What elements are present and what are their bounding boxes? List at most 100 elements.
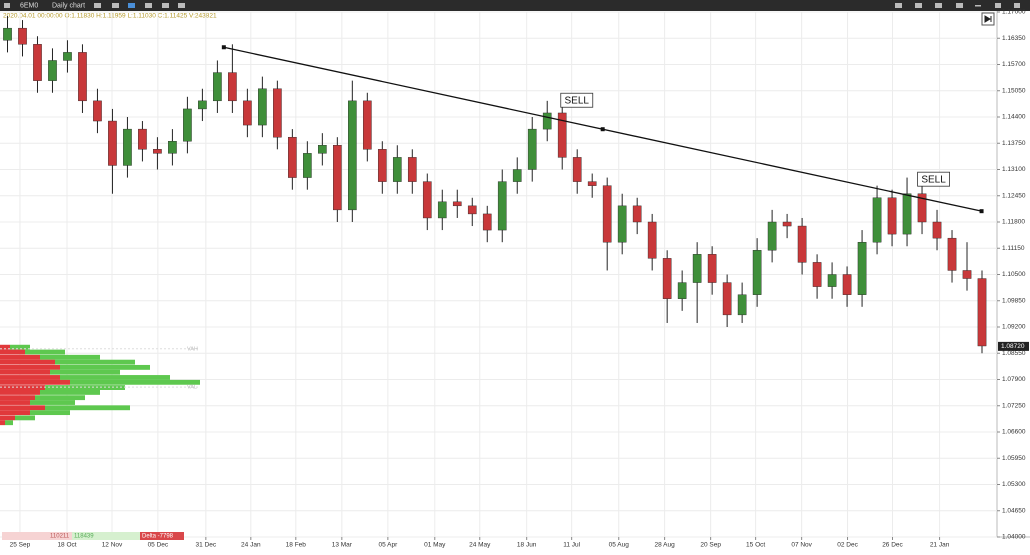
x-tick-label: 21 Jan: [930, 542, 950, 549]
profile-sell: [0, 369, 50, 375]
candle-body: [617, 205, 627, 243]
profile-buy: [10, 344, 30, 350]
val-label: VAL: [187, 385, 197, 391]
candle-body: [722, 282, 732, 316]
candle-body: [123, 128, 132, 166]
volume-profile: VAH VAL: [0, 344, 200, 426]
x-tick-label: 05 Aug: [609, 542, 630, 549]
candle-body: [437, 201, 447, 219]
minimize[interactable]: [975, 5, 981, 7]
candle-body: [947, 237, 957, 271]
y-tick-label: 1.17000: [1002, 9, 1026, 16]
icon[interactable]: [145, 3, 152, 8]
footer-buy-box: [2, 532, 72, 540]
profile-sell: [0, 385, 45, 390]
symbol[interactable]: 6EM0: [20, 2, 38, 9]
y-tick-label: 1.05950: [1002, 455, 1026, 462]
ohlc-info: 2020.04.01 00:00:00 O:1.11830 H:1.11959 …: [3, 13, 217, 20]
profile-sell: [0, 405, 45, 411]
scroll-end-icon: [984, 15, 992, 23]
x-tick-label: 26 Dec: [882, 542, 903, 549]
y-tick-label: 1.15050: [1002, 87, 1026, 94]
candle-body: [587, 181, 597, 186]
x-tick-label: 01 May: [424, 542, 446, 549]
y-tick-label: 1.06600: [1002, 429, 1026, 436]
y-tick-label: 1.10500: [1002, 271, 1026, 278]
candle-body: [512, 169, 522, 182]
candle-body: [977, 278, 987, 347]
y-tick-label: 1.09200: [1002, 324, 1026, 331]
x-tick-label: 13 Mar: [332, 542, 353, 549]
profile-buy: [30, 410, 70, 416]
annotation-label: SELL: [921, 174, 946, 185]
candle-body: [33, 44, 42, 81]
y-tick-label: 1.09850: [1002, 297, 1026, 304]
candle-body: [932, 221, 942, 239]
plot: SELL SELL: [3, 16, 987, 354]
y-tick-label: 1.07900: [1002, 376, 1026, 383]
icon[interactable]: [128, 3, 135, 8]
y-tick-label: 1.13100: [1002, 166, 1026, 173]
profile-buy: [60, 375, 170, 380]
candle-body: [18, 27, 27, 45]
x-tick-label: 05 Apr: [378, 542, 398, 549]
footer-delta: Delta -7798: [142, 534, 174, 540]
y-tick-label: 1.16350: [1002, 35, 1026, 42]
footer-sell: 118439: [74, 534, 94, 540]
candle-body: [827, 274, 837, 287]
icon[interactable]: [935, 3, 942, 8]
candle-body: [198, 100, 207, 110]
candle-body: [138, 128, 147, 150]
candle-body: [348, 100, 357, 211]
footer-sell-box: [72, 532, 140, 540]
profile-sell: [0, 379, 70, 385]
x-tick-label: 18 Oct: [57, 542, 76, 549]
icon[interactable]: [956, 3, 963, 8]
annotation-label: SELL: [565, 95, 590, 106]
annotation-box: [917, 171, 950, 187]
icon[interactable]: [915, 3, 922, 8]
candle-body: [183, 108, 192, 142]
annotation-box: [560, 92, 594, 108]
profile-sell: [0, 415, 15, 421]
candle-body: [48, 60, 57, 81]
icon[interactable]: [112, 3, 119, 8]
timeframe[interactable]: Daily chart: [52, 2, 85, 9]
profile-buy: [40, 390, 100, 395]
candle-body: [497, 181, 507, 231]
candle-body: [108, 120, 117, 166]
candle-body: [482, 213, 492, 231]
profile-buy: [30, 400, 75, 405]
y-tick-label: 1.11150: [1002, 245, 1025, 252]
y-tick-label: 1.13750: [1002, 140, 1026, 147]
menu-icon[interactable]: [4, 3, 10, 8]
y-tick-label: 1.15700: [1002, 61, 1026, 68]
icon[interactable]: [162, 3, 169, 8]
profile-buy: [70, 379, 200, 385]
icon[interactable]: [895, 3, 902, 8]
candle-body: [767, 221, 777, 251]
profile-sell: [0, 420, 5, 426]
maximize[interactable]: [995, 3, 1001, 8]
x-tick-label: 20 Sep: [700, 542, 721, 549]
x-tick-label: 18 Jun: [517, 542, 537, 549]
icon[interactable]: [94, 3, 101, 8]
candle-body: [842, 274, 852, 295]
candle-body: [647, 221, 657, 259]
candle-body: [632, 205, 642, 223]
x-tick-label: 28 Aug: [654, 542, 675, 549]
profile-sell: [0, 364, 60, 370]
profile-buy: [35, 395, 85, 401]
y-tick-label: 1.05300: [1002, 481, 1026, 488]
candle-body: [422, 181, 432, 219]
profile-buy: [40, 354, 100, 360]
close[interactable]: [1014, 3, 1020, 8]
icon[interactable]: [178, 3, 185, 8]
candle-body: [572, 157, 582, 182]
profile-buy: [50, 369, 120, 375]
candle-body: [3, 27, 12, 41]
toolbar-icons: [4, 3, 1020, 8]
profile-sell: [0, 395, 35, 401]
candle-body: [542, 112, 552, 130]
candle-body: [452, 201, 462, 207]
